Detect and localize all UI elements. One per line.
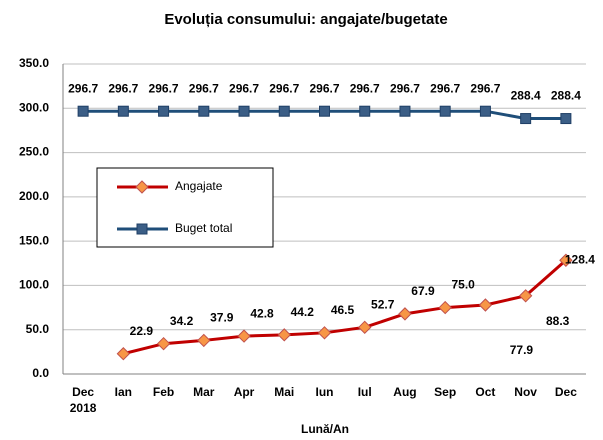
data-label: 46.5 <box>331 303 355 317</box>
x-tick-label: Aug <box>393 385 417 399</box>
y-tick-label: 200.0 <box>19 189 49 203</box>
data-label: 296.7 <box>68 81 98 95</box>
data-label: 296.7 <box>229 81 259 95</box>
marker <box>317 326 332 340</box>
marker <box>439 105 451 117</box>
data-label: 75.0 <box>452 278 476 292</box>
data-label: 42.8 <box>250 306 274 320</box>
x-tick-label: Oct <box>475 385 496 399</box>
data-label: 67.9 <box>411 284 435 298</box>
marker <box>135 180 149 194</box>
x-tick-label: Dec 2018 <box>69 385 97 415</box>
marker <box>198 105 210 117</box>
y-tick-label: 50.0 <box>26 322 50 336</box>
legend-box <box>96 167 274 248</box>
marker <box>278 105 290 117</box>
y-tick-label: 250.0 <box>19 145 49 159</box>
marker <box>116 347 131 361</box>
data-label: 296.7 <box>149 81 179 95</box>
data-label: 296.7 <box>430 81 460 95</box>
data-label: 128.4 <box>565 252 595 266</box>
marker <box>359 105 371 117</box>
marker <box>520 113 532 125</box>
legend-label: Buget total <box>175 221 232 235</box>
data-label: 296.7 <box>470 81 500 95</box>
x-tick-label: Feb <box>152 385 175 399</box>
marker <box>438 300 452 315</box>
x-tick-label: Iul <box>357 385 372 399</box>
legend-label: Angajate <box>175 179 223 193</box>
marker <box>479 105 491 117</box>
data-label: 88.3 <box>546 314 570 328</box>
x-tick-label: Iun <box>315 385 334 399</box>
marker <box>518 289 533 303</box>
x-tick-label: Sep <box>434 385 457 399</box>
data-label: 296.7 <box>269 81 299 95</box>
marker <box>277 328 291 342</box>
marker <box>237 329 251 343</box>
marker <box>77 105 89 117</box>
x-tick-label: Dec <box>554 385 577 399</box>
data-label: 44.2 <box>291 305 315 319</box>
data-label: 77.9 <box>510 343 534 357</box>
data-label: 22.9 <box>130 324 154 338</box>
series-line <box>122 259 567 356</box>
x-tick-label: Mai <box>274 385 295 399</box>
marker <box>559 253 573 267</box>
marker <box>398 307 412 321</box>
chart-title: Evoluția consumului: angajate/bugetate <box>164 11 447 28</box>
data-label: 52.7 <box>371 297 395 311</box>
y-tick-label: 300.0 <box>19 100 49 114</box>
marker <box>358 320 372 335</box>
data-label: 288.4 <box>511 89 541 103</box>
y-tick-label: 100.0 <box>19 278 49 292</box>
y-tick-label: 0.0 <box>32 366 49 380</box>
data-label: 296.7 <box>390 81 420 95</box>
y-tick-label: 150.0 <box>19 233 49 247</box>
marker <box>319 105 330 117</box>
data-label: 296.7 <box>350 81 380 95</box>
data-label: 296.7 <box>309 81 339 95</box>
marker <box>238 105 250 117</box>
x-axis-label: Lună/An <box>301 422 349 436</box>
marker <box>136 223 148 235</box>
marker <box>156 337 171 351</box>
marker <box>117 105 129 117</box>
x-tick-label: Mar <box>193 385 215 399</box>
data-label: 288.4 <box>551 89 581 103</box>
y-tick-label: 350.0 <box>19 56 49 70</box>
x-tick-label: Ian <box>114 385 133 399</box>
marker <box>399 105 411 117</box>
data-label: 296.7 <box>108 81 138 95</box>
data-label: 37.9 <box>210 311 234 325</box>
marker <box>478 298 493 312</box>
data-label: 296.7 <box>189 81 219 95</box>
data-label: 34.2 <box>170 314 194 328</box>
marker <box>158 105 170 117</box>
x-tick-label: Nov <box>514 385 537 399</box>
marker <box>560 113 572 125</box>
x-tick-label: Apr <box>233 385 255 399</box>
marker <box>197 333 211 348</box>
